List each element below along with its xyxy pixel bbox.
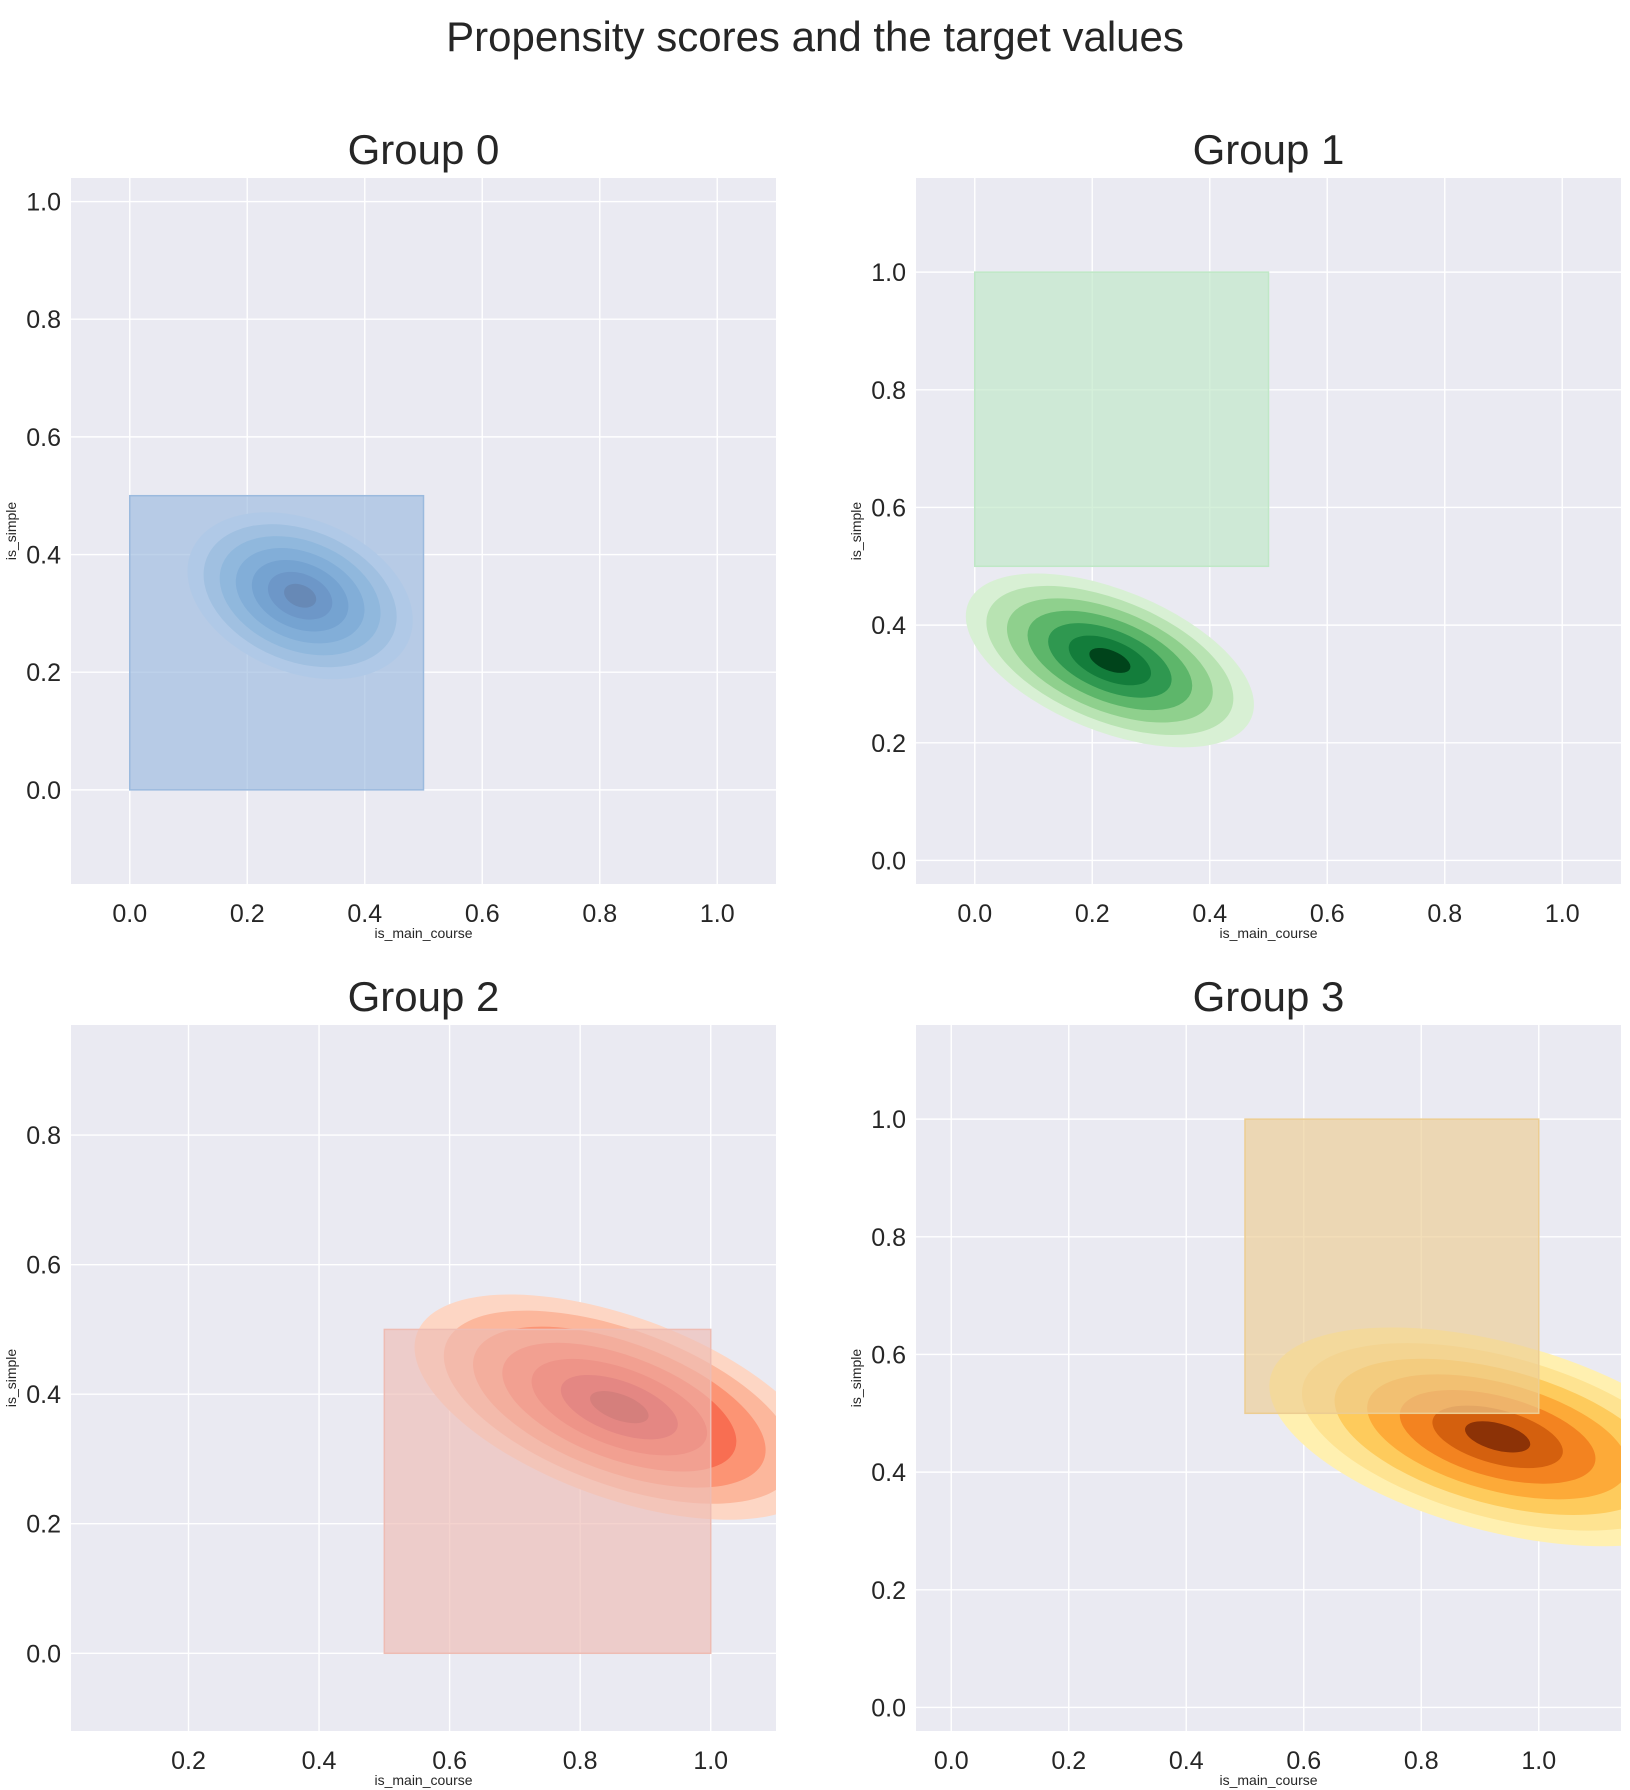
x-tick-label: 0.4 [1192,900,1227,928]
density-contours [965,573,1254,748]
y-tick-label: 0.0 [26,777,61,805]
y-tick-label: 0.2 [871,730,906,758]
subplot-2: 0.2 0.4 0.6 0.8 1.0 0.0 0.2 0.4 0.6 0.8 Group 2 is_… [3,973,776,1788]
x-tick-label: 0.8 [563,1747,598,1775]
x-tick-label: 0.0 [957,900,992,928]
x-axis-label: is_main_course [1219,925,1317,941]
x-tick-label: 0.6 [432,1747,467,1775]
subplot-title: Group 3 [1193,973,1345,1020]
y-tick-label: 0.8 [26,1122,61,1150]
target-region [129,494,425,791]
y-tick-label: 1.0 [26,189,61,217]
y-tick-label: 0.6 [26,1252,61,1280]
x-tick-label: 0.0 [934,1747,969,1775]
subplot-title: Group 2 [348,973,500,1020]
subplot-3: 0.0 0.2 0.4 0.6 0.8 1.0 0.0 0.2 0.4 0.6 0.8 1.0 Grou… [848,973,1621,1788]
subplot-title: Group 1 [1193,126,1345,173]
y-tick-label: 0.4 [871,612,906,640]
y-tick-label: 0.6 [26,424,61,452]
y-tick-label: 0.6 [871,1341,906,1369]
x-tick-label: 0.0 [112,900,147,928]
y-tick-label: 0.0 [871,847,906,875]
x-tick-label: 0.6 [1286,1747,1321,1775]
y-tick-label: 1.0 [871,259,906,287]
subplot-title: Group 0 [348,126,500,173]
y-axis-label: is_simple [848,502,864,561]
y-tick-label: 0.0 [26,1640,61,1668]
y-axis-label: is_simple [3,502,19,561]
density-band [1465,1421,1531,1453]
x-tick-label: 1.0 [1545,900,1580,928]
x-tick-label: 0.6 [465,900,500,928]
x-tick-label: 0.6 [1310,900,1345,928]
target-region [974,271,1270,568]
figure-title: Propensity scores and the target values [446,13,1184,60]
x-tick-label: 1.0 [693,1747,728,1775]
target-region [383,1328,712,1655]
x-tick-label: 0.8 [1404,1747,1439,1775]
y-tick-label: 0.4 [26,1381,61,1409]
x-axis-label: is_main_course [374,1772,472,1788]
x-tick-label: 0.2 [230,900,265,928]
x-axis-label: is_main_course [374,925,472,941]
x-tick-label: 0.4 [1169,1747,1204,1775]
x-tick-label: 0.2 [1075,900,1110,928]
y-tick-label: 0.8 [871,1224,906,1252]
y-tick-label: 0.6 [871,494,906,522]
y-tick-label: 0.8 [871,377,906,405]
y-tick-label: 1.0 [871,1106,906,1134]
y-axis-label: is_simple [3,1349,19,1408]
x-tick-label: 0.8 [582,900,617,928]
x-tick-label: 0.4 [302,1747,337,1775]
x-tick-label: 0.2 [1051,1747,1086,1775]
y-tick-label: 0.8 [26,306,61,334]
x-tick-label: 0.4 [347,900,382,928]
subplot-1: 0.0 0.2 0.4 0.6 0.8 1.0 0.0 0.2 0.4 0.6 0.8 1.0 Grou… [848,126,1621,941]
y-tick-label: 0.2 [871,1577,906,1605]
y-tick-label: 0.2 [26,659,61,687]
y-tick-label: 0.4 [26,542,61,570]
y-tick-label: 0.2 [26,1511,61,1539]
x-tick-label: 1.0 [1521,1747,1556,1775]
density-band [1089,648,1131,673]
x-tick-label: 1.0 [700,900,735,928]
y-tick-label: 0.4 [871,1459,906,1487]
x-axis-label: is_main_course [1219,1772,1317,1788]
subplot-0: 0.0 0.2 0.4 0.6 0.8 1.0 0.0 0.2 0.4 0.6 0.8 1.0 Grou… [3,126,776,941]
y-axis-label: is_simple [848,1349,864,1408]
target-region [1244,1118,1540,1415]
x-tick-label: 0.8 [1427,900,1462,928]
y-tick-label: 0.0 [871,1694,906,1722]
x-tick-label: 0.2 [171,1747,206,1775]
